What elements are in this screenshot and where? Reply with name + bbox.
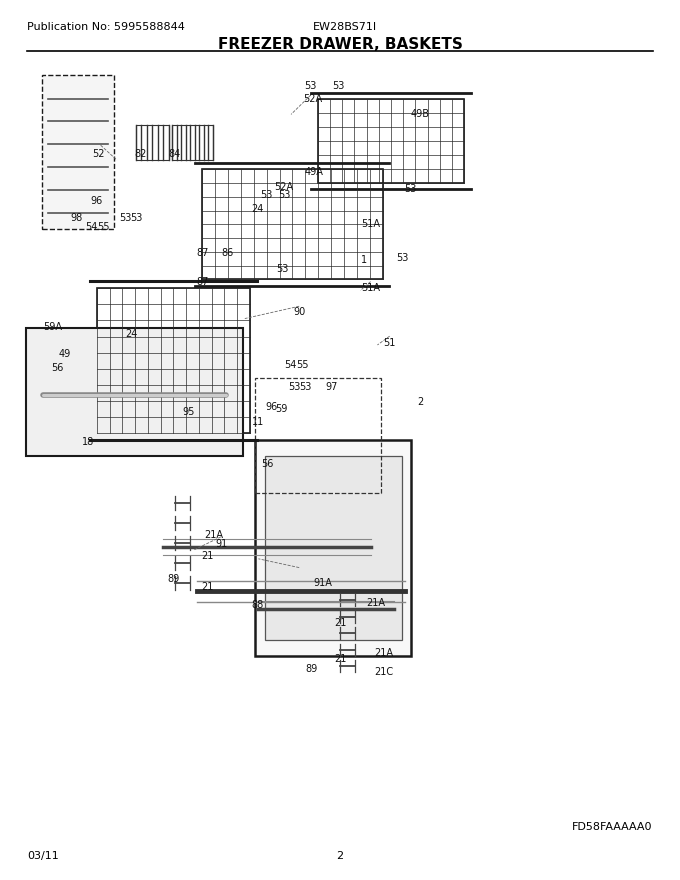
Text: 53: 53 <box>260 190 273 201</box>
Text: 21: 21 <box>334 618 346 628</box>
Text: 51: 51 <box>384 338 396 348</box>
Text: 56: 56 <box>52 363 64 373</box>
Bar <box>42 75 114 229</box>
Text: 55: 55 <box>296 360 309 370</box>
Text: 49B: 49B <box>411 109 430 120</box>
Text: 87: 87 <box>197 276 209 287</box>
Text: 53: 53 <box>404 184 416 194</box>
Text: 91: 91 <box>215 539 227 549</box>
Text: 21: 21 <box>201 582 214 592</box>
Text: 53: 53 <box>288 382 301 392</box>
Text: 18: 18 <box>82 436 95 447</box>
Text: 24: 24 <box>125 329 137 340</box>
Text: 55: 55 <box>97 222 109 232</box>
Text: 21: 21 <box>201 551 214 561</box>
Text: 90: 90 <box>293 307 305 318</box>
Text: 2: 2 <box>417 397 424 407</box>
Text: Publication No: 5995588844: Publication No: 5995588844 <box>27 22 185 32</box>
Text: 97: 97 <box>326 382 338 392</box>
Text: 03/11: 03/11 <box>27 851 59 861</box>
Text: 51A: 51A <box>361 282 380 293</box>
Text: 54: 54 <box>284 360 296 370</box>
Text: 86: 86 <box>222 247 234 258</box>
Bar <box>203 169 382 280</box>
Text: 51A: 51A <box>361 219 380 230</box>
Text: 53: 53 <box>120 213 132 224</box>
Text: 95: 95 <box>183 407 195 417</box>
Text: 88: 88 <box>251 600 263 611</box>
Bar <box>97 289 250 434</box>
Text: 54: 54 <box>86 222 98 232</box>
Text: 53: 53 <box>276 264 288 275</box>
Bar <box>172 125 213 160</box>
Text: 21A: 21A <box>375 648 394 658</box>
Text: 52A: 52A <box>275 182 294 193</box>
Text: 21: 21 <box>334 654 346 664</box>
Text: 91A: 91A <box>313 577 333 588</box>
Bar <box>136 125 169 160</box>
Text: 89: 89 <box>305 664 318 674</box>
Text: EW28BS71I: EW28BS71I <box>313 22 377 32</box>
Text: 98: 98 <box>71 213 83 224</box>
Text: 49A: 49A <box>305 166 324 177</box>
Text: FD58FAAAAA0: FD58FAAAAA0 <box>573 822 653 832</box>
Text: 21A: 21A <box>367 598 386 608</box>
Text: 52A: 52A <box>303 94 322 105</box>
Bar <box>255 440 411 656</box>
Bar <box>318 99 464 183</box>
Text: 96: 96 <box>266 401 278 412</box>
Text: 21A: 21A <box>205 530 224 540</box>
Text: FREEZER DRAWER, BASKETS: FREEZER DRAWER, BASKETS <box>218 37 462 52</box>
Text: 53: 53 <box>130 213 142 224</box>
Text: 96: 96 <box>90 195 103 206</box>
Text: 82: 82 <box>135 149 147 159</box>
Text: 87: 87 <box>197 247 209 258</box>
Text: 52: 52 <box>92 149 105 159</box>
Polygon shape <box>26 328 243 456</box>
Text: 59: 59 <box>275 404 288 414</box>
Text: 2: 2 <box>337 851 343 861</box>
Text: 53: 53 <box>305 81 317 92</box>
Text: 53: 53 <box>278 190 290 201</box>
Text: 11: 11 <box>252 417 265 428</box>
Text: 53: 53 <box>299 382 311 392</box>
Text: 53: 53 <box>396 253 409 263</box>
Bar <box>255 378 381 493</box>
Text: 24: 24 <box>251 204 263 215</box>
Text: 49: 49 <box>58 348 71 359</box>
Text: 84: 84 <box>169 149 181 159</box>
Bar <box>265 456 402 640</box>
Text: 56: 56 <box>261 458 273 469</box>
Text: 89: 89 <box>167 574 180 584</box>
Text: 1: 1 <box>360 254 367 265</box>
Text: 53: 53 <box>333 81 345 92</box>
Text: 21C: 21C <box>375 667 394 678</box>
Text: 59A: 59A <box>44 322 63 333</box>
